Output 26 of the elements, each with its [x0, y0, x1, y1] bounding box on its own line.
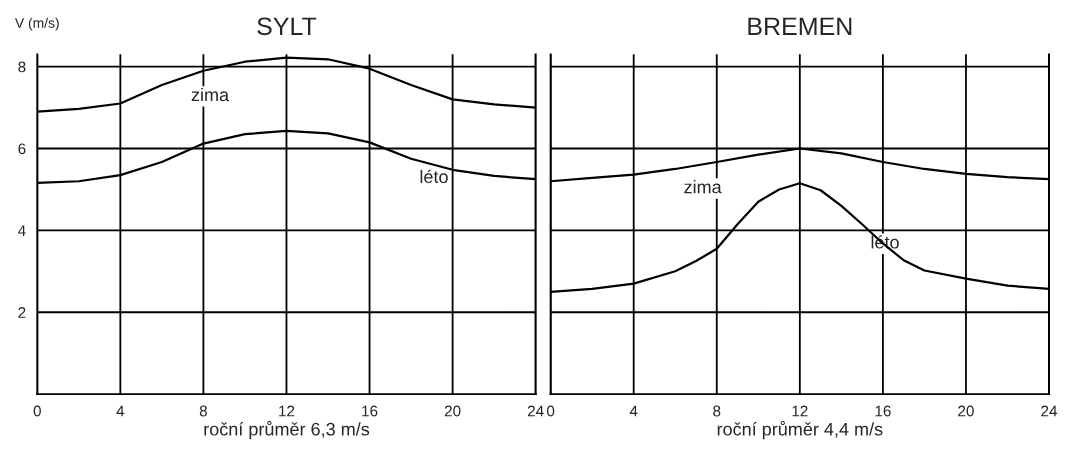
x-tick-label: 12	[279, 405, 295, 417]
y-tick-label: 2	[18, 307, 26, 318]
y-axis-title: V (m/s)	[14, 17, 59, 31]
x-tick-label: 24	[527, 405, 544, 417]
y-tick-label: 4	[18, 225, 26, 236]
x-tick-label: 4	[629, 405, 638, 417]
chart-title: SYLT	[257, 17, 317, 36]
x-tick-label: 16	[875, 405, 891, 417]
x-tick-label: 8	[199, 405, 207, 417]
y-tick-label: 6	[18, 143, 26, 155]
x-tick-label: 20	[958, 405, 974, 417]
annotation: zima	[191, 87, 230, 102]
x-tick-label: 0	[546, 405, 555, 417]
x-axis-title: roční průměr 4,4 m/s	[717, 420, 883, 440]
x-tick-label: 20	[444, 405, 461, 417]
annotation: zima	[684, 180, 722, 194]
x-tick-label: 8	[713, 405, 721, 417]
x-tick-label: 12	[792, 405, 808, 417]
x-tick-label: 0	[33, 405, 41, 417]
annotation: léto	[420, 169, 448, 184]
x-tick-label: 24	[1041, 405, 1058, 417]
y-tick-label: 8	[18, 61, 26, 73]
chart-title: BREMEN	[748, 17, 852, 35]
x-axis-title: roční průměr 6,3 m/s	[204, 420, 370, 440]
x-tick-label: 4	[116, 405, 125, 417]
x-tick-label: 16	[362, 405, 378, 417]
